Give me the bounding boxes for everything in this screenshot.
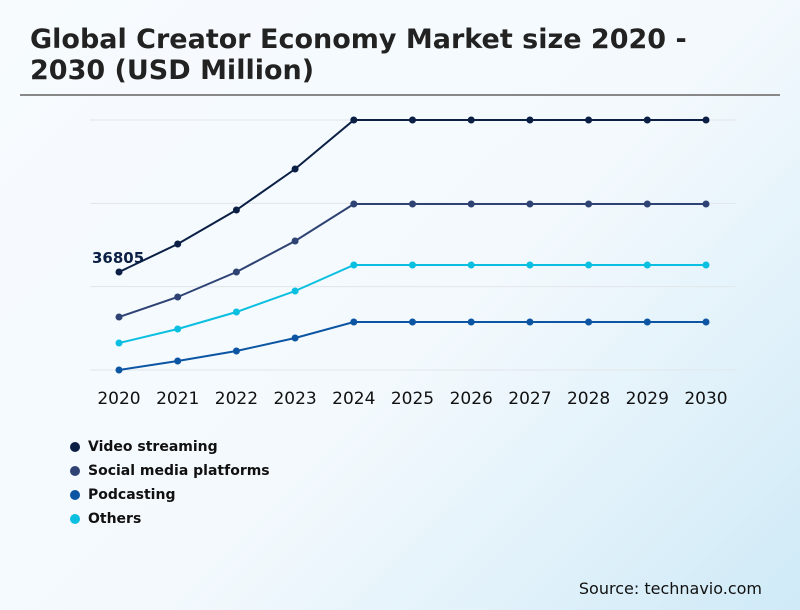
- legend-item: Others: [70, 507, 270, 531]
- data-point: [291, 237, 299, 245]
- data-point: [409, 261, 416, 269]
- legend-label: Video streaming: [88, 439, 218, 455]
- data-point: [350, 200, 358, 208]
- legend: Video streaming Social media platforms Pod…: [70, 435, 270, 531]
- series-line: [118, 320, 706, 371]
- data-point: [291, 287, 299, 295]
- data-point: [643, 200, 651, 208]
- data-point: [350, 318, 358, 326]
- source-label: Source: technavio.com: [578, 579, 762, 598]
- title-divider: [20, 94, 780, 96]
- data-point: [526, 318, 534, 326]
- chart-title: Global Creator Economy Market size 2020 …: [30, 24, 687, 86]
- data-point: [467, 318, 475, 326]
- data-point: [643, 318, 651, 326]
- data-point: [350, 261, 358, 269]
- data-point: [702, 200, 710, 208]
- data-point: [467, 200, 475, 208]
- x-tick-label: 2029: [626, 389, 669, 409]
- x-tick-label: 2022: [215, 389, 258, 409]
- x-tick-label: 2025: [391, 389, 434, 409]
- series-line: [118, 263, 706, 344]
- data-point: [467, 261, 475, 269]
- x-tick-label: 2024: [332, 389, 375, 409]
- data-label: 36805: [92, 249, 144, 267]
- data-point: [526, 200, 534, 208]
- data-point: [409, 318, 416, 326]
- data-point: [702, 261, 710, 269]
- x-tick-label: 2023: [273, 389, 316, 409]
- legend-label: Podcasting: [88, 487, 176, 503]
- legend-label: Social media platforms: [88, 463, 270, 479]
- legend-dot-icon: [70, 442, 80, 452]
- data-point: [174, 293, 182, 301]
- data-point: [115, 268, 123, 276]
- data-point: [585, 200, 593, 208]
- data-point: [115, 366, 123, 374]
- legend-dot-icon: [70, 514, 80, 524]
- data-point: [232, 268, 240, 276]
- legend-label: Others: [88, 511, 142, 527]
- x-tick-label: 2026: [450, 389, 493, 409]
- x-tick-label: 2020: [97, 389, 140, 409]
- data-point: [115, 339, 123, 347]
- data-point: [585, 116, 593, 124]
- data-point: [232, 347, 240, 355]
- data-point: [174, 325, 182, 333]
- legend-item: Video streaming: [70, 435, 270, 459]
- legend-item: Social media platforms: [70, 459, 270, 483]
- series-line: [118, 119, 706, 273]
- data-point: [232, 206, 240, 214]
- data-point: [643, 261, 651, 269]
- data-point: [291, 165, 299, 173]
- data-point: [643, 116, 651, 124]
- data-point: [409, 116, 416, 124]
- data-point: [174, 240, 182, 248]
- data-point: [115, 313, 123, 321]
- data-point: [409, 200, 416, 208]
- legend-dot-icon: [70, 490, 80, 500]
- data-point: [291, 334, 299, 342]
- data-point: [350, 116, 358, 124]
- data-point: [526, 261, 534, 269]
- data-point: [702, 318, 710, 326]
- data-point: [526, 116, 534, 124]
- data-point: [467, 116, 475, 124]
- x-tick-label: 2021: [156, 389, 199, 409]
- data-point: [174, 357, 182, 365]
- legend-item: Podcasting: [70, 483, 270, 507]
- x-tick-label: 2028: [567, 389, 610, 409]
- data-point: [232, 308, 240, 316]
- x-tick-label: 2030: [684, 389, 727, 409]
- series-line: [118, 202, 706, 318]
- data-point: [585, 261, 593, 269]
- x-tick-label: 2027: [508, 389, 551, 409]
- data-point: [585, 318, 593, 326]
- legend-dot-icon: [70, 466, 80, 476]
- data-point: [702, 116, 710, 124]
